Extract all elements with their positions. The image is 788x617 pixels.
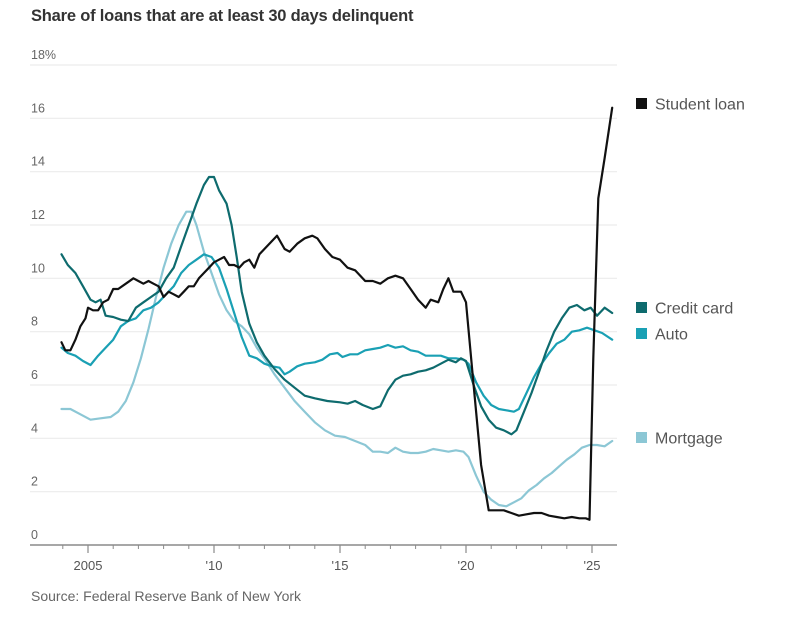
x-tick-label: '10 — [206, 558, 223, 573]
y-tick-label: 12 — [31, 208, 45, 222]
y-axis-ticks: 0 2 4 6 8 10 12 14 16 18% — [31, 48, 56, 542]
y-tick-label: 6 — [31, 368, 38, 382]
y-tick-label: 10 — [31, 261, 45, 275]
series-line-mortgage — [60, 210, 614, 508]
x-tick-label: '15 — [332, 558, 349, 573]
series-line-credit-card — [60, 175, 614, 436]
legend-swatch-auto — [636, 328, 647, 339]
series-lines — [60, 106, 614, 521]
chart-title: Share of loans that are at least 30 days… — [31, 7, 414, 25]
legend: Student loan Credit card Auto Mortgage — [636, 97, 745, 448]
x-tick-label: '20 — [458, 558, 475, 573]
legend-label-student-loan: Student loan — [655, 97, 745, 114]
legend-swatch-credit-card — [636, 302, 647, 313]
y-tick-label: 0 — [31, 528, 38, 542]
legend-label-auto: Auto — [655, 327, 688, 344]
y-tick-label: 18% — [31, 48, 56, 62]
y-tick-label: 16 — [31, 101, 45, 115]
x-axis: 2005 '10 '15 '20 '25 — [30, 544, 617, 573]
legend-label-credit-card: Credit card — [655, 301, 733, 318]
legend-swatch-mortgage — [636, 432, 647, 443]
y-tick-label: 2 — [31, 475, 38, 489]
y-tick-label: 14 — [31, 155, 45, 169]
x-tick-label: '25 — [584, 558, 601, 573]
y-tick-label: 4 — [31, 421, 38, 435]
legend-swatch-student-loan — [636, 98, 647, 109]
series-line-auto — [60, 253, 614, 413]
gridlines — [30, 64, 617, 493]
legend-label-mortgage: Mortgage — [655, 431, 723, 448]
series-line-student-loan — [60, 106, 614, 521]
source-note: Source: Federal Reserve Bank of New York — [31, 588, 302, 604]
x-tick-label: 2005 — [74, 558, 103, 573]
y-tick-label: 8 — [31, 315, 38, 329]
